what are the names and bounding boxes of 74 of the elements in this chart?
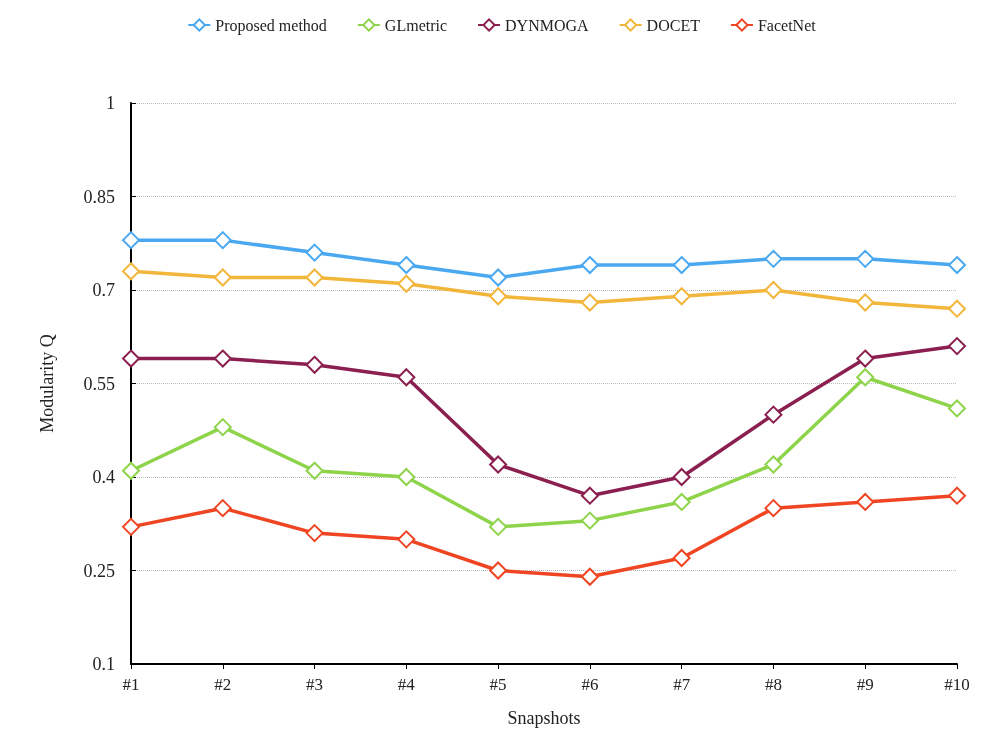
- x-tick-label: #9: [856, 675, 874, 694]
- legend-label: GLmetric: [384, 16, 448, 34]
- point: [213, 349, 232, 368]
- point: [397, 368, 416, 387]
- point: [580, 567, 599, 586]
- legend-label: DOCET: [646, 16, 701, 34]
- point: [489, 455, 508, 474]
- point: [397, 256, 416, 275]
- point: [397, 274, 416, 293]
- x-tick-label: #7: [673, 675, 691, 694]
- y-tick-label: 0.4: [92, 467, 115, 487]
- point: [213, 418, 232, 437]
- x-tick-label: #2: [214, 675, 232, 694]
- point: [856, 249, 875, 268]
- point: [397, 468, 416, 486]
- legend-label: Proposed method: [215, 16, 327, 35]
- point: [122, 517, 140, 536]
- point: [580, 293, 599, 312]
- point: [672, 256, 691, 275]
- point: [580, 256, 599, 275]
- point: [856, 293, 875, 312]
- point: [489, 268, 508, 287]
- point: [948, 337, 966, 356]
- point: [672, 468, 691, 486]
- point: [305, 355, 324, 374]
- x-tick-label: #1: [122, 675, 140, 694]
- point: [764, 499, 783, 518]
- point: [580, 511, 599, 530]
- y-tick-label: 1: [106, 93, 115, 113]
- point: [122, 349, 140, 368]
- point: [122, 461, 140, 480]
- point: [489, 287, 508, 306]
- y-axis-title: Modularity Q: [37, 334, 57, 433]
- point: [948, 299, 966, 318]
- point: [213, 268, 232, 287]
- point: [580, 486, 599, 505]
- point: [856, 349, 875, 368]
- point: [122, 231, 140, 250]
- x-tick-label: #3: [306, 675, 324, 694]
- legend-label: FacetNet: [757, 16, 817, 34]
- point: [948, 256, 966, 275]
- point: [948, 486, 966, 505]
- point: [305, 461, 324, 480]
- x-tick-label: #5: [489, 675, 507, 694]
- point: [305, 524, 324, 543]
- point: [489, 517, 508, 536]
- point: [305, 243, 324, 262]
- point: [397, 530, 416, 549]
- point: [305, 268, 324, 287]
- x-tick-label: #4: [397, 675, 416, 694]
- point: [672, 492, 691, 511]
- y-tick-label: 0.7: [92, 280, 115, 300]
- x-tick-label: #8: [764, 675, 782, 694]
- point: [672, 287, 691, 306]
- point: [856, 492, 875, 511]
- x-tick-label: #6: [581, 675, 599, 694]
- x-tick-label: #10: [944, 675, 970, 694]
- y-tick-label: 0.55: [83, 373, 115, 394]
- y-tick-label: 0.85: [83, 186, 115, 207]
- point: [764, 281, 783, 299]
- point: [764, 455, 783, 474]
- point: [672, 549, 691, 568]
- y-tick-label: 0.25: [83, 560, 115, 581]
- point: [764, 249, 783, 268]
- point: [489, 561, 508, 580]
- point: [856, 368, 875, 387]
- x-axis-title: Snapshots: [507, 708, 581, 728]
- point: [764, 405, 783, 424]
- point: [122, 262, 140, 281]
- point: [213, 231, 232, 250]
- y-tick-label: 0.1: [92, 654, 115, 674]
- legend-label: DYNMOGA: [505, 16, 590, 34]
- point: [948, 399, 966, 418]
- point: [213, 499, 232, 518]
